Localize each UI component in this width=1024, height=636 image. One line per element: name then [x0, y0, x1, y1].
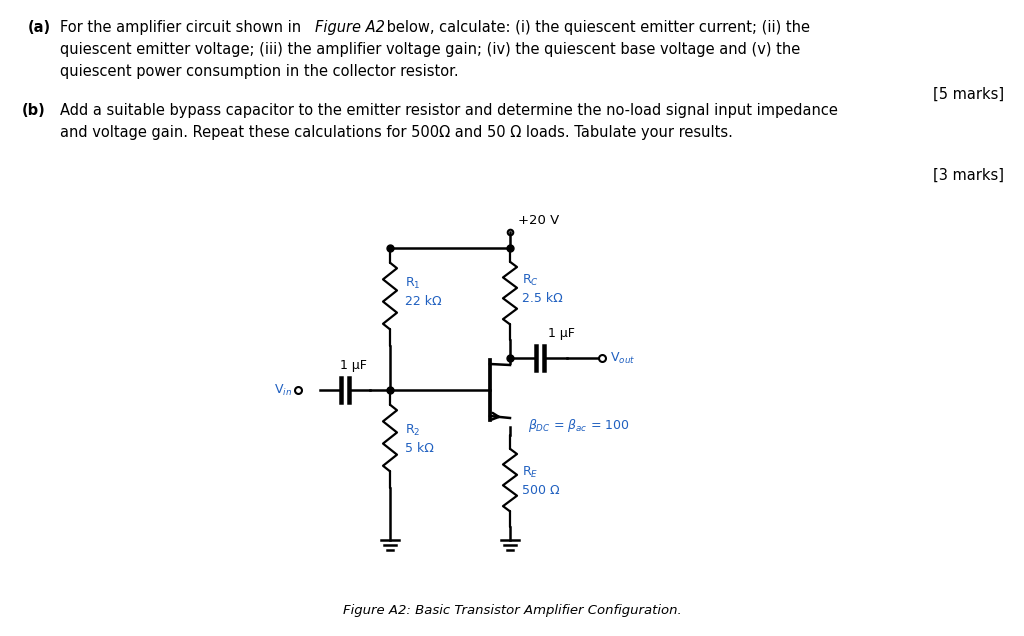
Text: For the amplifier circuit shown in: For the amplifier circuit shown in [60, 20, 306, 35]
Text: [3 marks]: [3 marks] [933, 168, 1004, 183]
Text: Add a suitable bypass capacitor to the emitter resistor and determine the no-loa: Add a suitable bypass capacitor to the e… [60, 103, 838, 118]
Text: V$_{in}$: V$_{in}$ [274, 382, 292, 398]
Text: +20 V: +20 V [518, 214, 559, 227]
Text: and voltage gain. Repeat these calculations for 500Ω and 50 Ω loads. Tabulate yo: and voltage gain. Repeat these calculati… [60, 125, 733, 140]
Text: Figure A2: Basic Transistor Amplifier Configuration.: Figure A2: Basic Transistor Amplifier Co… [343, 604, 681, 617]
Text: quiescent power consumption in the collector resistor.: quiescent power consumption in the colle… [60, 64, 459, 79]
Text: 1 μF: 1 μF [340, 359, 367, 372]
Text: Figure A2: Figure A2 [315, 20, 385, 35]
Text: quiescent emitter voltage; (iii) the amplifier voltage gain; (iv) the quiescent : quiescent emitter voltage; (iii) the amp… [60, 42, 800, 57]
Text: V$_{out}$: V$_{out}$ [610, 350, 635, 366]
Text: below, calculate: (i) the quiescent emitter current; (ii) the: below, calculate: (i) the quiescent emit… [382, 20, 810, 35]
Text: R$_C$
2.5 kΩ: R$_C$ 2.5 kΩ [522, 273, 563, 305]
Text: [5 marks]: [5 marks] [933, 87, 1004, 102]
Text: (b): (b) [22, 103, 46, 118]
Text: 1 μF: 1 μF [548, 327, 574, 340]
Text: R$_2$
5 kΩ: R$_2$ 5 kΩ [406, 423, 434, 455]
Text: R$_E$
500 Ω: R$_E$ 500 Ω [522, 465, 560, 497]
Text: R$_1$
22 kΩ: R$_1$ 22 kΩ [406, 276, 441, 308]
Text: $\beta_{DC}$ = $\beta_{ac}$ = 100: $\beta_{DC}$ = $\beta_{ac}$ = 100 [528, 417, 630, 434]
Text: (a): (a) [28, 20, 51, 35]
